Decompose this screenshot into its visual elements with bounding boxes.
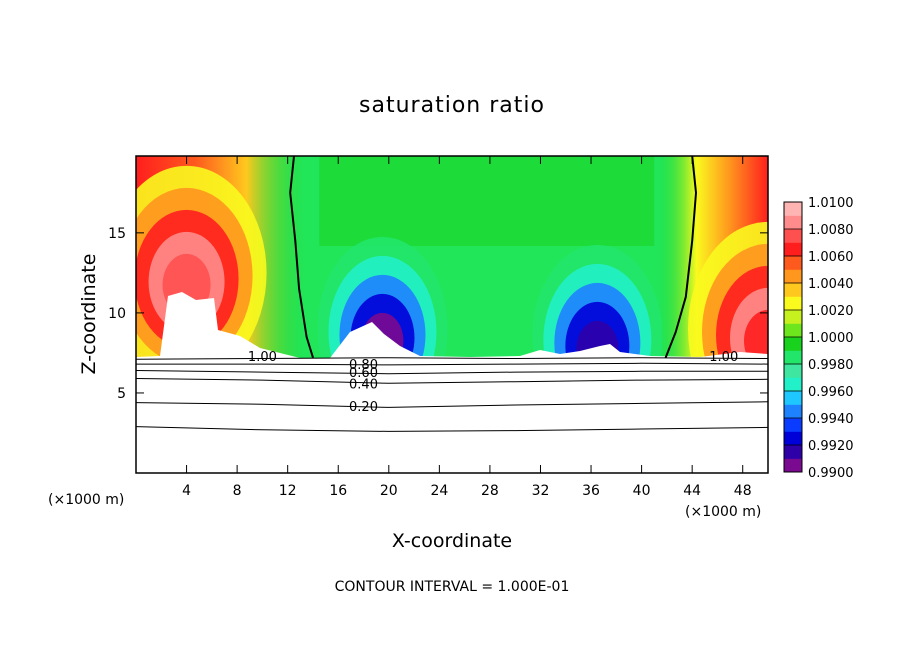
y-axis-ticks: 5 10 15 <box>108 226 768 402</box>
field-layers <box>136 156 768 473</box>
contour-label-1: 1.00 <box>709 350 738 365</box>
contour-1-00-0 <box>289 156 314 358</box>
x-tick-label: 24 <box>430 483 448 499</box>
y-tick-label: 10 <box>108 306 126 322</box>
colorbar-swatch <box>784 391 802 405</box>
colorbar-swatch <box>784 350 802 365</box>
x-tick-label: 48 <box>734 483 752 499</box>
x-tick-label: 8 <box>233 483 242 499</box>
plot-area: 1.00 1.00 0.800.600.40 0.20 <box>136 156 768 473</box>
contour-line-0 <box>136 357 768 360</box>
colorbar-swatch <box>784 296 802 311</box>
contour-1-00-1 <box>664 156 698 359</box>
contour-label-4: 0.40 <box>349 377 378 392</box>
colorbar-label: 0.9900 <box>808 466 854 481</box>
x-tick-label: 36 <box>582 483 600 499</box>
colorbar-label: 1.0020 <box>808 304 854 319</box>
colorbar-swatch <box>784 323 802 338</box>
colorbar-label: 1.0100 <box>808 196 854 211</box>
colorbar: 1.0100 1.0080 1.0060 1.0040 1.0020 1.0000 0.99… <box>783 196 854 481</box>
colorbar-label: 1.0040 <box>808 277 854 292</box>
x-tick-label: 20 <box>380 483 398 499</box>
colorbar-label: 1.0060 <box>808 250 854 265</box>
contour-line-4 <box>136 401 768 408</box>
neutral-zone <box>319 156 655 246</box>
colorbar-label: 1.0080 <box>808 223 854 238</box>
x-tick-label: 12 <box>279 483 297 499</box>
contour-interval-note: CONTOUR INTERVAL = 1.000E-01 <box>335 579 570 595</box>
contour-label-2: 0.80 <box>349 358 378 373</box>
y-tick-label: 15 <box>108 226 126 242</box>
colorbar-swatch <box>784 458 802 473</box>
colorbar-swatch <box>784 242 802 257</box>
chart-title: saturation ratio <box>359 93 545 118</box>
contour-label-5: 0.20 <box>349 400 378 415</box>
x-tick-label: 44 <box>683 483 701 499</box>
contour-line-5 <box>136 426 768 432</box>
x-axis-label: X-coordinate <box>392 530 512 552</box>
y-axis-label: Z-coordinate <box>78 254 100 375</box>
colorbar-swatch <box>784 445 802 459</box>
x-unit-label-right: (×1000 m) <box>685 504 761 520</box>
colorbar-swatch <box>784 431 802 446</box>
plot-frame <box>135 155 769 474</box>
colorbar-swatch <box>784 269 802 284</box>
x-axis-ticks: 4 8 12 16 20 24 28 32 36 40 44 48 <box>182 156 752 499</box>
x-unit-label-left: (×1000 m) <box>48 492 124 508</box>
colorbar-swatch <box>784 215 802 230</box>
contour-line-1 <box>136 362 768 366</box>
colorbar-label: 1.0000 <box>808 331 854 346</box>
colorbar-swatch <box>784 310 802 324</box>
contour-line-2 <box>136 370 768 375</box>
colorbar-swatch <box>784 229 802 243</box>
x-tick-label: 32 <box>532 483 550 499</box>
colorbar-swatch <box>784 418 802 432</box>
contour-line-3 <box>136 378 768 384</box>
colorbar-swatch <box>784 337 802 351</box>
colorbar-swatch <box>784 377 802 392</box>
colorbar-label: 0.9980 <box>808 358 854 373</box>
y-tick-label: 5 <box>117 386 126 402</box>
x-tick-label: 40 <box>633 483 651 499</box>
colorbar-label: 0.9940 <box>808 412 854 427</box>
colorbar-swatch <box>784 256 802 270</box>
contour-lines: 1.00 1.00 0.800.600.40 0.20 <box>136 156 768 432</box>
contour-label-3: 0.60 <box>349 366 378 381</box>
colorbar-swatch <box>784 364 802 378</box>
colorbar-swatch <box>784 283 802 297</box>
colorbar-swatch <box>784 404 802 419</box>
contour-label-0: 1.00 <box>248 350 277 365</box>
x-tick-label: 28 <box>481 483 499 499</box>
x-tick-label: 4 <box>182 483 191 499</box>
x-tick-label: 16 <box>329 483 347 499</box>
colorbar-swatch <box>784 202 802 216</box>
colorbar-label: 0.9920 <box>808 439 854 454</box>
colorbar-label: 0.9960 <box>808 385 854 400</box>
